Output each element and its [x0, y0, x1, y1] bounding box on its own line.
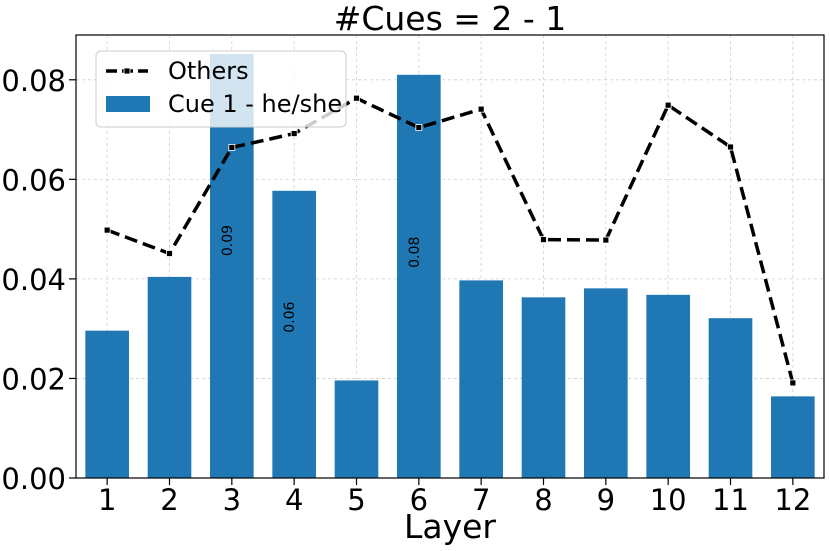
- bar-data-label: 0.09: [220, 225, 236, 256]
- legend-box: [95, 50, 347, 128]
- line-point: [228, 144, 236, 151]
- bar: [584, 288, 628, 478]
- x-tick-label: 8: [534, 483, 552, 517]
- bar: [708, 318, 753, 478]
- line-point: [290, 130, 298, 137]
- line-point: [166, 250, 173, 257]
- x-tick-label: 5: [347, 483, 365, 517]
- x-axis: 1 2 3 4 5 6 7 8 9 10 11 12: [98, 478, 811, 517]
- legend-bar-swatch: [106, 96, 150, 112]
- bar: [771, 396, 815, 478]
- x-tick-label: 6: [410, 483, 428, 517]
- x-tick-label: 3: [223, 483, 241, 517]
- line-point: [353, 94, 360, 102]
- bar: [334, 380, 379, 478]
- y-tick-label: 0.08: [1, 64, 66, 98]
- line-point: [477, 105, 485, 113]
- bar-data-label: 0.06: [282, 301, 298, 332]
- chart-title: #Cues = 2 - 1: [334, 0, 567, 38]
- others-line: [103, 94, 797, 387]
- legend-label-others: Others: [168, 57, 249, 85]
- legend-line-marker: [123, 67, 131, 75]
- bar: [147, 276, 192, 478]
- x-tick-label: 11: [712, 483, 749, 517]
- line-point: [789, 379, 797, 387]
- x-tick-label: 1: [98, 483, 116, 517]
- data-labels: 0.09 0.06 0.08: [220, 225, 423, 333]
- bar: [521, 297, 566, 478]
- others-line-path: [106, 96, 795, 384]
- bar: [85, 330, 129, 478]
- x-tick-label: 7: [472, 483, 490, 517]
- y-tick-label: 0.00: [1, 462, 66, 496]
- line-point: [602, 236, 610, 244]
- x-tick-label: 4: [285, 483, 303, 517]
- y-tick-label: 0.06: [1, 163, 66, 197]
- line-point: [103, 226, 111, 234]
- line-point: [727, 143, 734, 151]
- x-tick-label: 9: [597, 483, 615, 517]
- bar-data-label: 0.08: [407, 237, 423, 268]
- line-point: [664, 101, 672, 109]
- y-tick-label: 0.02: [1, 362, 66, 396]
- y-axis: 0.00 0.02 0.04 0.06 0.08: [1, 64, 76, 496]
- legend: Others Cue 1 - he/she: [95, 50, 347, 128]
- y-tick-label: 0.04: [1, 263, 66, 297]
- bar: [397, 74, 441, 478]
- x-tick-label: 10: [650, 483, 687, 517]
- x-axis-label: Layer: [404, 507, 496, 546]
- x-tick-label: 2: [160, 483, 178, 517]
- bar: [459, 280, 503, 478]
- plot-frame: [75, 34, 825, 479]
- bar: [272, 190, 316, 478]
- bar: [646, 294, 690, 478]
- line-point: [540, 236, 547, 243]
- x-tick-label: 12: [774, 483, 811, 517]
- line-point: [415, 124, 423, 131]
- legend-label-cue: Cue 1 - he/she: [168, 90, 342, 118]
